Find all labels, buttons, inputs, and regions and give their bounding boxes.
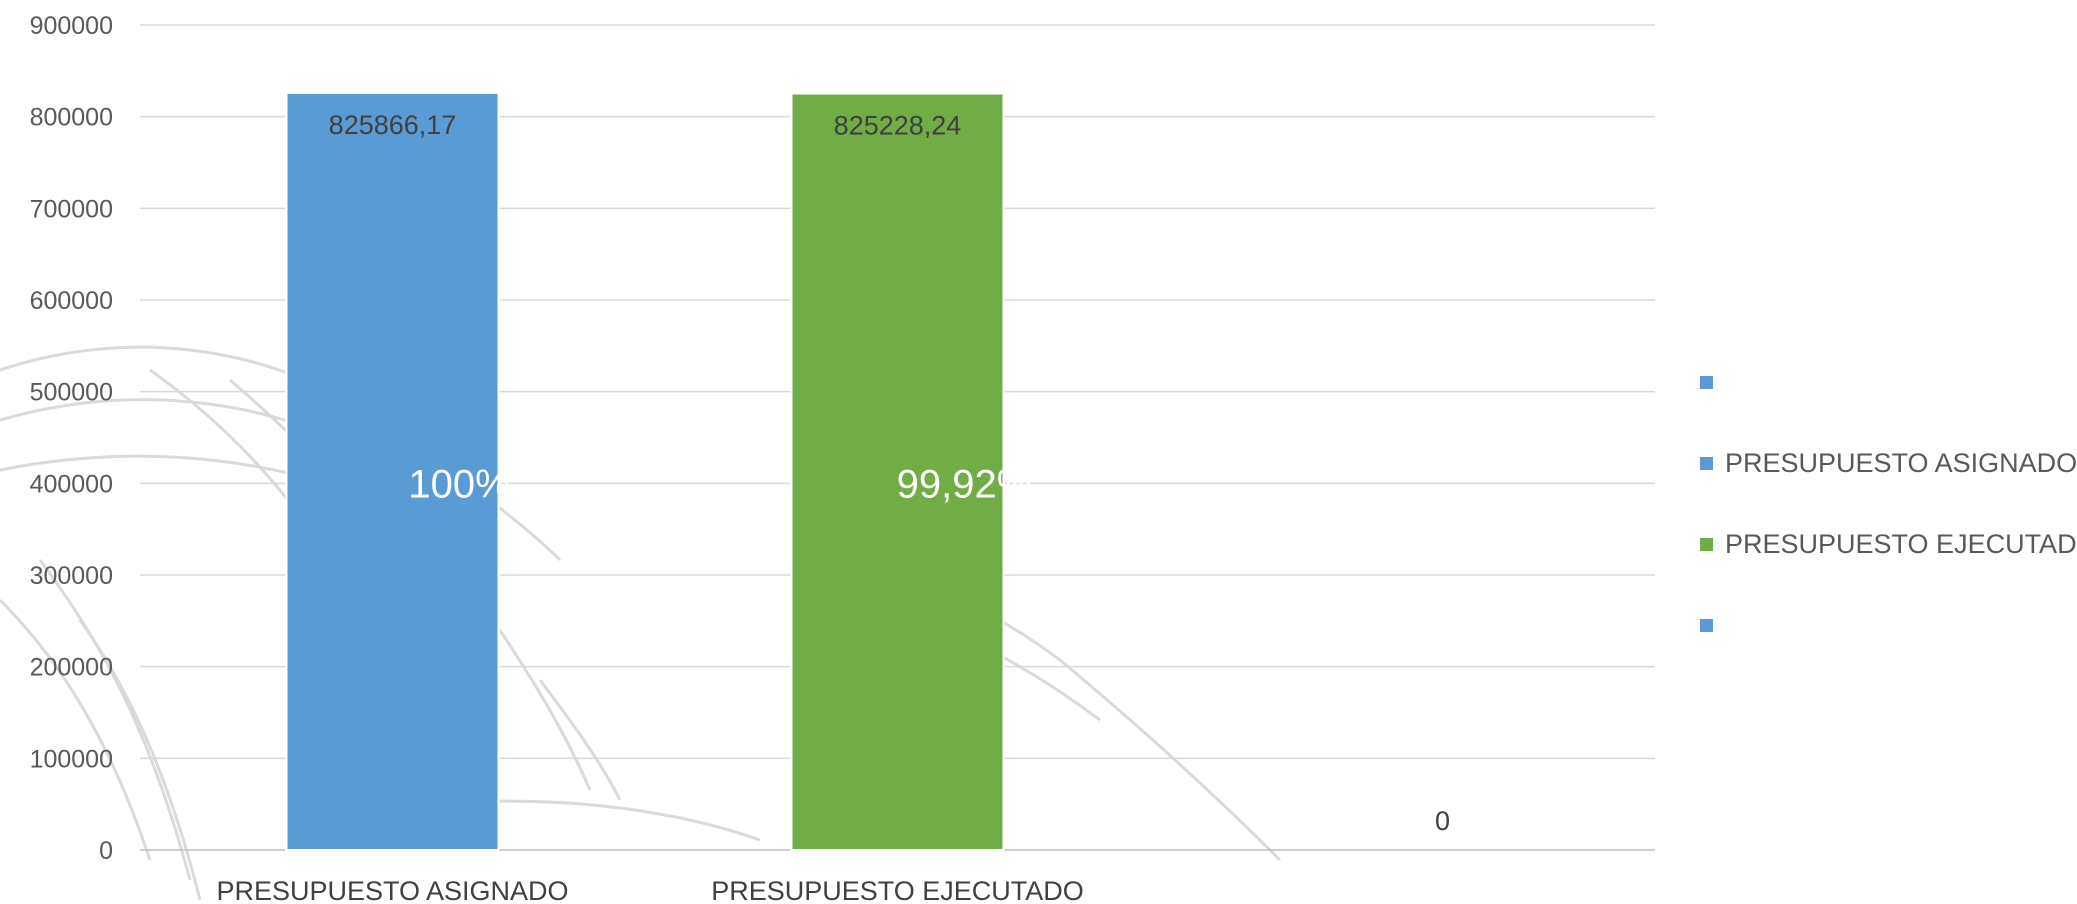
- percent-label: 99,92%: [897, 462, 1033, 506]
- data-label: 825228,24: [834, 111, 962, 141]
- legend-swatch: [1700, 618, 1713, 632]
- legend: PRESUPUESTO ASIGNADO PRESUPUESTO EJECUTAD…: [1700, 362, 2077, 686]
- legend-label: PRESUPUESTO ASIGNADO: [1725, 447, 2077, 478]
- y-tick-label: 700000: [30, 195, 113, 223]
- legend-swatch: [1700, 375, 1713, 389]
- bar: [285, 91, 500, 852]
- y-tick-label: 800000: [30, 104, 113, 132]
- eagle-seal-watermark: [0, 345, 1282, 901]
- y-tick-label: 400000: [30, 470, 113, 498]
- y-tick-label: 900000: [30, 12, 113, 40]
- legend-label: PRESUPUESTO EJECUTADO: [1725, 528, 2077, 559]
- x-category-label: PRESUPUESTO EJECUTADO: [711, 876, 1084, 904]
- legend-item: PRESUPUESTO ASIGNADO: [1700, 443, 2077, 483]
- y-tick-label: 600000: [30, 287, 113, 315]
- y-tick-label: 500000: [30, 379, 113, 407]
- x-category-label: PRESUPUESTO ASIGNADO: [216, 876, 568, 904]
- data-label: 825866,17: [329, 110, 457, 140]
- y-tick-label: 300000: [30, 562, 113, 590]
- legend-item: [1700, 362, 2077, 402]
- y-tick-label: 0: [99, 837, 113, 865]
- legend-item: [1700, 605, 2077, 645]
- percent-label: 100%: [408, 462, 510, 506]
- bar: [790, 92, 1005, 852]
- data-label: 0: [1435, 806, 1450, 836]
- y-tick-label: 100000: [30, 745, 113, 773]
- legend-swatch: [1700, 537, 1713, 551]
- legend-swatch: [1700, 456, 1713, 470]
- legend-item: PRESUPUESTO EJECUTADO: [1700, 524, 2077, 564]
- y-tick-label: 200000: [30, 654, 113, 682]
